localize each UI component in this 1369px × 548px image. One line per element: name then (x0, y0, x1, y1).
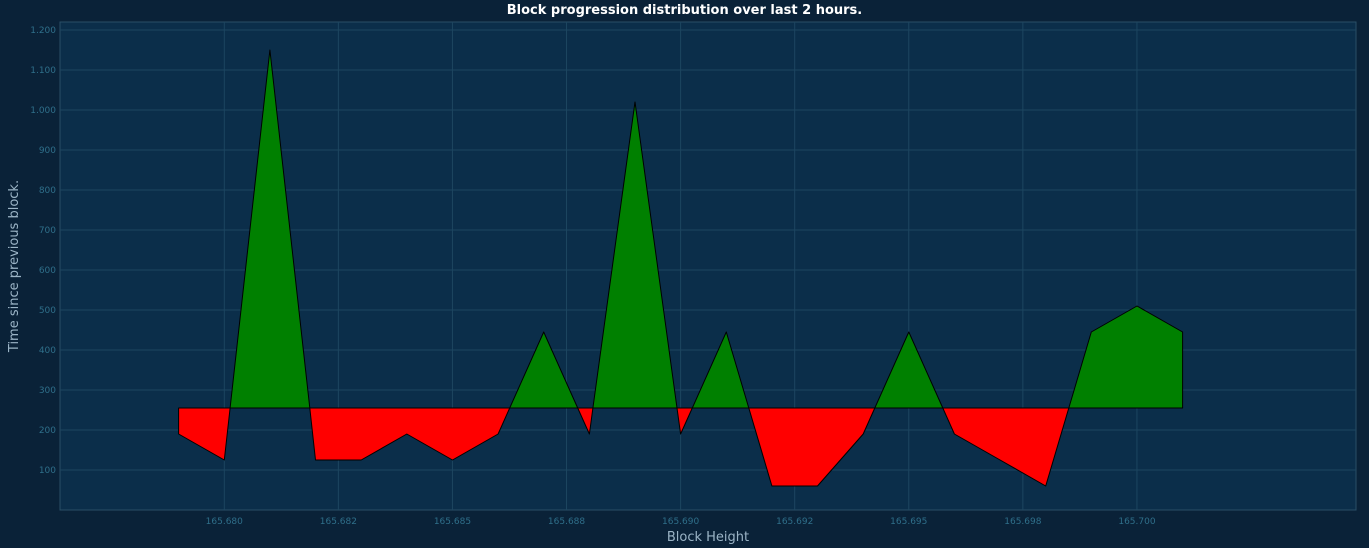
x-tick-label-3: 165.688 (548, 517, 585, 527)
above-area-3 (509, 331, 579, 409)
y-tick-label-5: 600 (39, 266, 56, 276)
below-area-4 (577, 407, 594, 435)
y-tick-label-3: 400 (39, 346, 56, 356)
x-tick-label-0: 165.680 (206, 517, 243, 527)
below-area-10 (942, 407, 1070, 487)
x-tick-label-5: 165.692 (776, 517, 813, 527)
x-tick-label-2: 165.685 (434, 517, 471, 527)
below-area-0 (178, 407, 231, 461)
x-axis-ticks: 165.680 165.682 165.685 165.688 165.690 165.6… (206, 517, 1156, 527)
y-tick-label-10: 1.100 (30, 66, 56, 76)
y-tick-label-4: 500 (39, 306, 56, 316)
y-tick-label-9: 1.000 (30, 106, 56, 116)
y-tick-label-6: 700 (39, 226, 56, 236)
below-area-8 (748, 407, 876, 487)
y-tick-label-11: 1.200 (30, 26, 56, 36)
x-tick-label-8: 165.700 (1118, 517, 1155, 527)
below-area-6 (676, 407, 693, 435)
x-tick-label-6: 165.695 (890, 517, 927, 527)
above-area-11 (1068, 305, 1184, 409)
chart-title: Block progression distribution over last… (506, 3, 863, 18)
x-tick-label-4: 165.690 (662, 517, 699, 527)
above-area-1 (229, 49, 311, 409)
below-area-2 (309, 407, 511, 461)
y-tick-label-7: 800 (39, 186, 56, 196)
above-area-7 (691, 331, 750, 409)
y-axis-title: Time since previous block. (7, 180, 22, 353)
above-area-9 (874, 331, 944, 409)
y-tick-label-1: 200 (39, 426, 56, 436)
data-areas (178, 49, 1184, 487)
x-tick-label-7: 165.698 (1004, 517, 1041, 527)
x-tick-label-1: 165.682 (320, 517, 357, 527)
above-area-5 (592, 101, 678, 409)
x-axis-title: Block Height (667, 530, 749, 545)
y-tick-label-2: 300 (39, 386, 56, 396)
y-tick-label-8: 900 (39, 146, 56, 156)
y-tick-label-0: 100 (39, 466, 56, 476)
y-axis-ticks: 100 200 300 400 500 600 700 800 900 1.000 1.100 1.2… (30, 26, 56, 476)
